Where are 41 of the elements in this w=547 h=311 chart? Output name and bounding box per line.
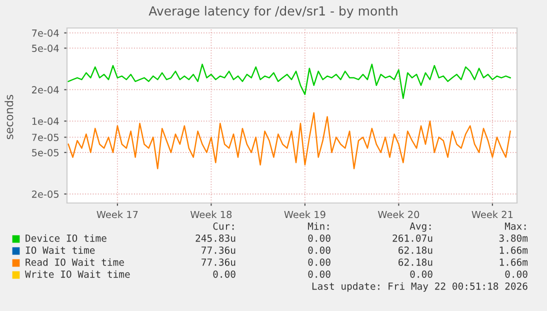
text: 0.00 xyxy=(308,258,330,266)
legend-label: Write IO Wait time xyxy=(25,270,130,278)
x-tick-label: Week 21 xyxy=(472,210,513,218)
text: 0.00 xyxy=(308,246,330,254)
text: 0.00 xyxy=(213,270,236,278)
text: Max: xyxy=(504,222,526,230)
y-tick-label: 2e-05 xyxy=(32,190,59,198)
text: 62.18u xyxy=(398,246,432,254)
text: 77.36u xyxy=(202,258,236,266)
y-tick-label: 2e-04 xyxy=(32,86,59,94)
text: 261.07u xyxy=(392,234,432,242)
x-tick-label: Week 18 xyxy=(190,210,232,218)
y-axis-title: seconds xyxy=(4,94,14,140)
x-tick-label: Week 20 xyxy=(378,210,420,218)
x-tick-label: Week 17 xyxy=(96,210,138,218)
y-tick-label: 5e-05 xyxy=(32,148,59,156)
text: Cur: xyxy=(213,222,234,230)
text: Min: xyxy=(308,222,329,230)
text: 0.00 xyxy=(505,270,528,278)
legend-label: Read IO Wait time xyxy=(26,258,124,266)
text: Last update: Fri May 22 00:51:18 2026 xyxy=(312,282,528,292)
line-series xyxy=(68,64,511,100)
text: 245.83u xyxy=(196,234,236,242)
text: 3.80m xyxy=(499,234,528,242)
chart-title: Average latency for /dev/sr1 - by month xyxy=(148,6,398,18)
text: 1.66m xyxy=(500,258,528,266)
line-series xyxy=(68,112,511,170)
text: 0.00 xyxy=(308,234,330,242)
legend-label: IO Wait time xyxy=(26,246,95,254)
text: Avg: xyxy=(410,222,431,232)
x-tick-label: Week 19 xyxy=(284,210,326,218)
text: 1.66m xyxy=(500,246,528,254)
text: 77.36u xyxy=(202,246,236,254)
y-tick-label: 1e-04 xyxy=(32,118,59,125)
legend-label: Device IO time xyxy=(26,234,106,242)
text: 0.00 xyxy=(308,270,330,278)
y-tick-label: 5e-04 xyxy=(32,44,59,52)
text: 0.00 xyxy=(410,270,432,278)
text: 62.18u xyxy=(398,258,432,266)
y-tick-label: 7e-04 xyxy=(32,29,59,37)
y-tick-label: 7e-05 xyxy=(32,134,59,142)
